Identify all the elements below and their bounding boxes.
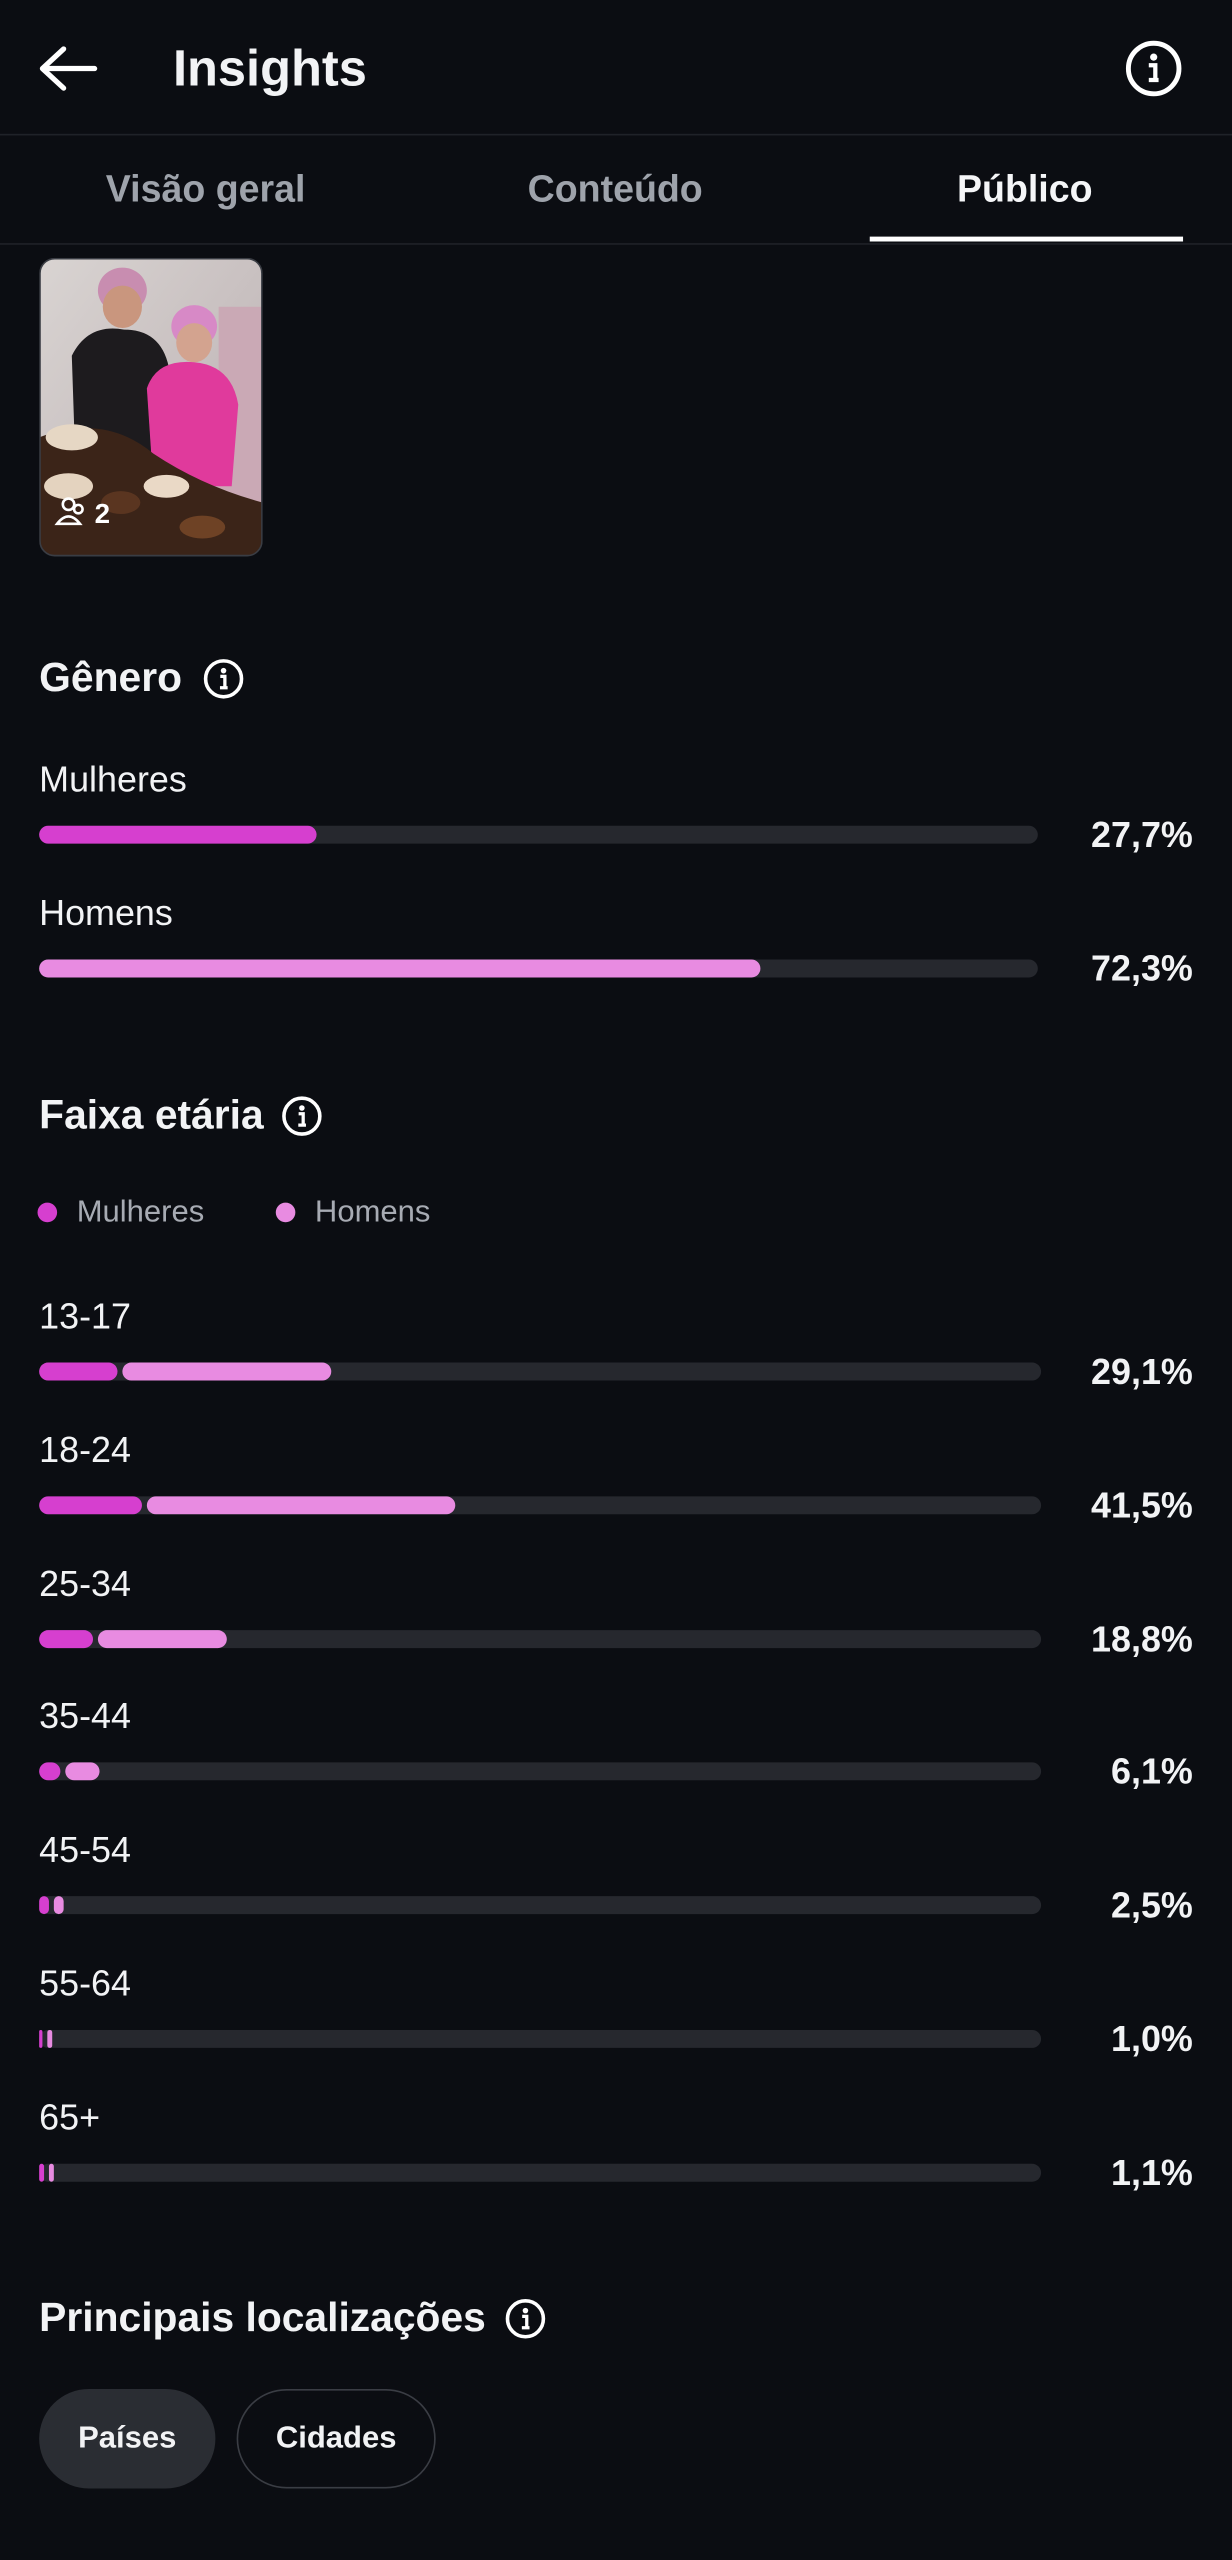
page-title: Insights bbox=[172, 39, 367, 98]
age-bar-men bbox=[54, 1896, 65, 1915]
age-value: 2,5% bbox=[1111, 1885, 1193, 1926]
age-value: 6,1% bbox=[1111, 1751, 1193, 1793]
age-bar-women bbox=[39, 1762, 61, 1781]
age-label: 55-64 bbox=[39, 1963, 132, 2004]
legend-swatch bbox=[275, 1202, 296, 1223]
age-label: 65+ bbox=[39, 2096, 101, 2138]
bar-track bbox=[39, 2163, 1042, 2182]
legend-swatch bbox=[37, 1202, 58, 1223]
gender-value: 27,7% bbox=[1091, 814, 1193, 856]
age-bar-men bbox=[48, 2029, 53, 2048]
age-bar-women bbox=[39, 1629, 94, 1648]
gender-bar bbox=[39, 959, 762, 978]
info-button[interactable] bbox=[1124, 39, 1183, 98]
divider bbox=[0, 133, 1232, 136]
tab[interactable]: Visão geral bbox=[105, 167, 306, 210]
gender-label: Mulheres bbox=[39, 758, 187, 800]
info-icon[interactable] bbox=[202, 658, 244, 700]
post-thumbnail[interactable]: 2 bbox=[39, 257, 263, 557]
bar-track bbox=[39, 1629, 1042, 1648]
age-label: 13-17 bbox=[39, 1295, 132, 1337]
age-value: 18,8% bbox=[1091, 1618, 1193, 1659]
legend-label: Mulheres bbox=[76, 1195, 205, 1230]
age-bar-men bbox=[98, 1629, 228, 1648]
bar-track bbox=[39, 1896, 1042, 1915]
age-value: 41,5% bbox=[1091, 1484, 1193, 1526]
back-button[interactable] bbox=[36, 42, 101, 94]
tab[interactable]: Público bbox=[956, 167, 1093, 210]
age-value: 1,1% bbox=[1111, 2152, 1193, 2193]
active-tab-indicator bbox=[869, 236, 1184, 242]
age-bar-men bbox=[147, 1496, 455, 1514]
age-value: 29,1% bbox=[1091, 1351, 1193, 1392]
age-bar-men bbox=[122, 1362, 331, 1381]
bar-track bbox=[39, 959, 1038, 978]
collaborator-count: 2 bbox=[95, 498, 110, 529]
age-label: 35-44 bbox=[39, 1696, 132, 1737]
age-label: 18-24 bbox=[39, 1429, 132, 1470]
age-bar-women bbox=[39, 1896, 50, 1915]
age-bar-women bbox=[39, 1496, 143, 1514]
bar-track bbox=[39, 1762, 1042, 1781]
gender-label: Homens bbox=[39, 892, 173, 934]
tab[interactable]: Conteúdo bbox=[527, 167, 703, 210]
section-title: Principais localizações bbox=[39, 2295, 486, 2341]
age-label: 45-54 bbox=[39, 1829, 132, 1871]
age-bar-women bbox=[39, 2163, 45, 2182]
filter-chip[interactable]: Cidades bbox=[236, 2388, 436, 2489]
age-bar-women bbox=[39, 2029, 44, 2048]
age-value: 1,0% bbox=[1111, 2018, 1193, 2060]
section-title: Faixa etária bbox=[39, 1092, 264, 1139]
divider bbox=[0, 243, 1232, 245]
gender-bar bbox=[39, 825, 316, 844]
info-icon[interactable] bbox=[504, 2298, 546, 2340]
age-bar-women bbox=[39, 1362, 118, 1381]
age-bar-men bbox=[65, 1762, 101, 1781]
gender-value: 72,3% bbox=[1091, 948, 1193, 989]
bar-track bbox=[39, 1362, 1042, 1381]
section-title: Gênero bbox=[39, 655, 182, 701]
bar-track bbox=[39, 2029, 1042, 2048]
bar-track bbox=[39, 825, 1038, 844]
info-icon[interactable] bbox=[281, 1095, 323, 1137]
age-label: 25-34 bbox=[39, 1562, 132, 1604]
legend-label: Homens bbox=[314, 1195, 431, 1230]
age-bar-men bbox=[49, 2163, 54, 2182]
bar-track bbox=[39, 1496, 1042, 1514]
filter-chip[interactable]: Países bbox=[39, 2388, 216, 2489]
